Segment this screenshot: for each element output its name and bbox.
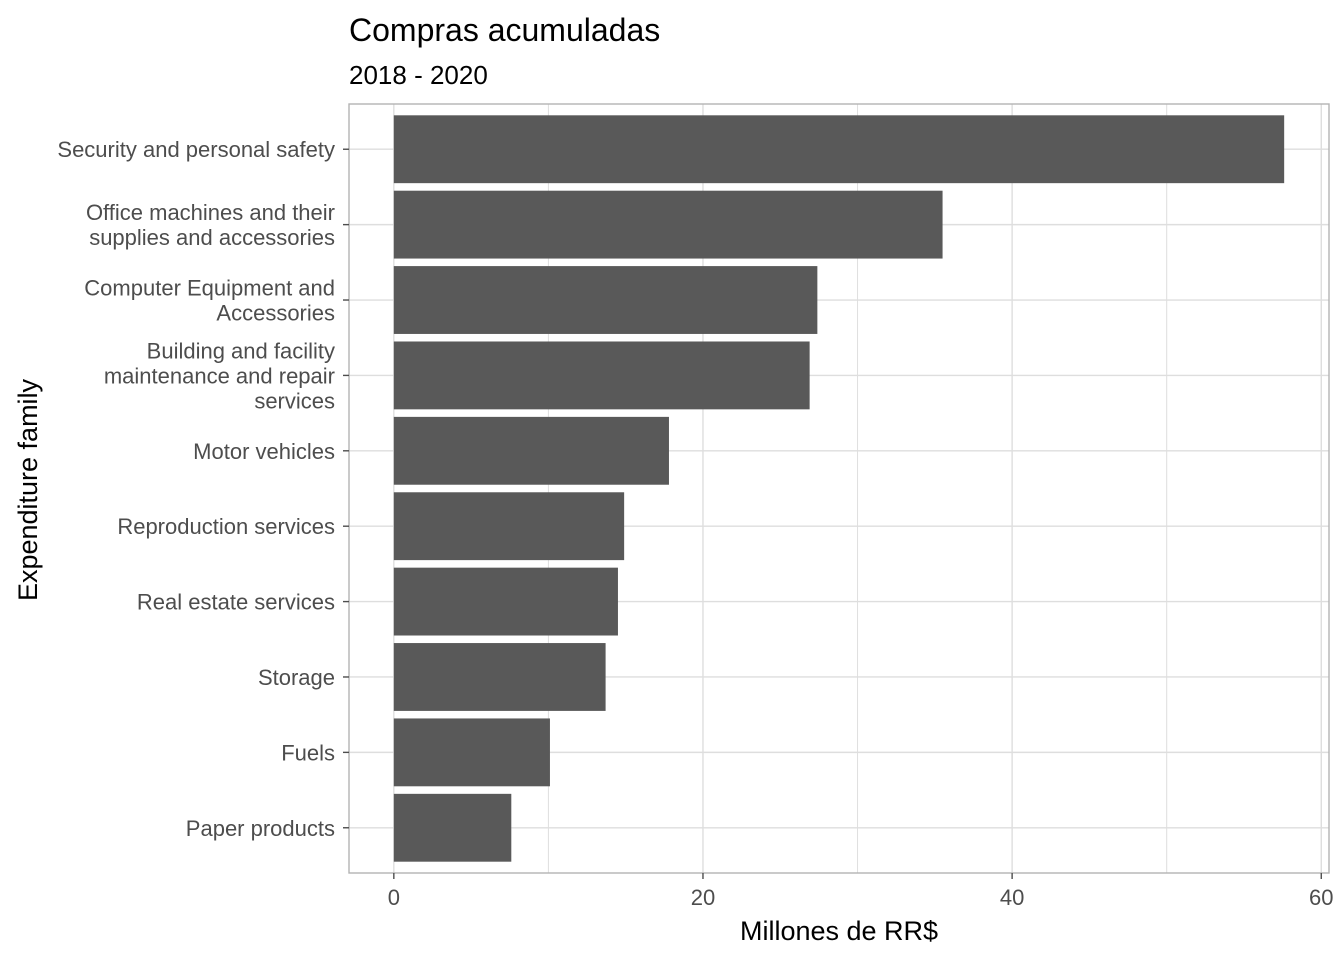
y-tick-label-line: Security and personal safety [57, 137, 335, 162]
y-tick-label-line: Accessories [216, 301, 335, 326]
x-tick-label: 40 [1000, 885, 1024, 910]
bar [393, 793, 512, 862]
bar [393, 567, 618, 636]
bars [393, 115, 1285, 862]
y-tick-label-line: Office machines and their [86, 200, 335, 225]
y-tick-label-line: Reproduction services [117, 514, 335, 539]
chart-subtitle: 2018 - 2020 [349, 60, 488, 90]
bar [393, 416, 669, 485]
chart-title: Compras acumuladas [349, 12, 660, 48]
bar [393, 341, 810, 410]
bar [393, 190, 943, 259]
y-tick-label: Paper products [186, 816, 335, 841]
y-tick-label: Fuels [281, 740, 335, 765]
y-tick-label: Real estate services [137, 590, 335, 615]
bar [393, 718, 550, 787]
y-tick-label-line: services [254, 388, 335, 413]
x-axis-title: Millones de RR$ [740, 916, 938, 946]
y-tick-label-line: Real estate services [137, 590, 335, 615]
y-tick-label: Security and personal safety [57, 137, 335, 162]
y-tick-label-line: Storage [258, 665, 335, 690]
y-tick-label-line: maintenance and repair [104, 363, 335, 388]
y-tick-label: Office machines and their supplies and ac… [86, 200, 335, 250]
bar [393, 492, 625, 561]
y-axis-title: Expenditure family [13, 378, 43, 601]
y-tick-label-line: supplies and accessories [89, 225, 335, 250]
y-tick-label: Computer Equipment and Accessories [84, 276, 335, 326]
bar [393, 266, 818, 334]
y-tick-label: Reproduction services [117, 514, 335, 539]
y-tick-label: Building and facility maintenance and rep… [104, 338, 335, 413]
bar [393, 643, 606, 711]
x-tick-label: 0 [388, 885, 400, 910]
bar [393, 115, 1285, 184]
y-tick-label: Storage [258, 665, 335, 690]
x-tick-label: 20 [691, 885, 715, 910]
x-tick-label: 60 [1309, 885, 1333, 910]
y-axis: Security and personal safety Office machi… [57, 137, 349, 841]
y-tick-label-line: Paper products [186, 816, 335, 841]
y-tick-label-line: Computer Equipment and [84, 276, 335, 301]
panel-border [348, 103, 1330, 874]
x-axis: 0 20 40 60 [388, 873, 1334, 910]
y-tick-label-line: Motor vehicles [193, 439, 335, 464]
y-tick-label: Motor vehicles [193, 439, 335, 464]
y-tick-label-line: Fuels [281, 740, 335, 765]
y-tick-label-line: Building and facility [147, 338, 335, 363]
